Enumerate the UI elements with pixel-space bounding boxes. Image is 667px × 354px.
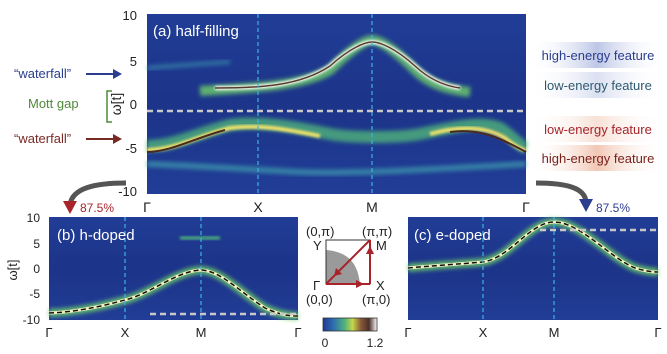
panel-a-ytick: 10 [123, 8, 137, 23]
panel-b-xtick: X [121, 325, 130, 340]
panel-a-plot [147, 14, 526, 194]
high-energy-top-label: high-energy feature [542, 48, 655, 63]
low-energy-bottom-bg [530, 116, 664, 142]
mott-gap-bracket [106, 90, 112, 123]
left-annotations: “waterfall” Mott gap “waterfall” [14, 66, 122, 146]
panel-a: (a) half-filling 10 5 0 -5 -10 ω[t] Γ X … [108, 8, 530, 215]
panel-b-ytick: 0 [33, 262, 40, 276]
hdoped-arrowhead [63, 201, 77, 214]
panel-a-xtick: Γ [143, 199, 151, 215]
panel-a-xtick: Γ [522, 199, 530, 215]
edoped-arrow [535, 180, 589, 203]
panel-c-xtick: Γ [404, 325, 411, 340]
low-energy-top-bg [530, 72, 664, 98]
hdoped-arrow [67, 180, 127, 206]
panel-c-xtick: X [479, 325, 488, 340]
panel-c-xtick: Γ [654, 325, 661, 340]
panel-b-spectrum [48, 236, 299, 320]
panel-b: (b) h-doped 10 5 0 -5 -10 ω[t] Γ X M Γ [5, 211, 302, 340]
colorbar: 0 1.2 [322, 317, 384, 350]
hdoped-pct: 87.5% [80, 201, 114, 215]
mott-gap-label: Mott gap [28, 96, 79, 111]
bz-label-x: X [376, 278, 385, 293]
high-energy-bottom-bg [530, 145, 664, 171]
panel-b-xtick: Γ [294, 325, 301, 340]
panel-b-ytick: -10 [23, 313, 41, 327]
panel-c-xaxis: Γ X M Γ [404, 325, 661, 340]
high-energy-bottom-label: high-energy feature [542, 151, 655, 166]
panel-b-ytick: 10 [27, 211, 41, 225]
bz-corner-0-0: (0,0) [306, 292, 333, 307]
panel-b-xtick: M [196, 325, 207, 340]
colorbar-min: 0 [322, 336, 329, 350]
colorbar-max: 1.2 [367, 336, 384, 350]
bz-corner-0-pi: (0,π) [306, 224, 334, 239]
bz-path-mg [325, 239, 371, 285]
panel-a-ytick: 0 [130, 97, 137, 112]
panel-b-ytick: 5 [33, 237, 40, 251]
panel-a-ytick: -5 [125, 141, 137, 156]
panel-c-xtick: M [549, 325, 560, 340]
bz-corner-pi-pi: (π,π) [362, 224, 392, 239]
edoped-arrowhead [579, 199, 593, 212]
panel-b-ylabel: ω[t] [5, 260, 20, 281]
panel-c-spectrum [407, 217, 659, 302]
panel-b-ytick: -5 [29, 287, 40, 301]
panel-a-xtick: M [366, 199, 378, 215]
panel-a-spectrum [146, 34, 529, 176]
panel-b-xtick: Γ [45, 325, 52, 340]
waterfall-bottom-arrowhead [113, 134, 122, 144]
waterfall-top-arrowhead [113, 69, 122, 79]
panel-b-title: (b) h-doped [57, 227, 135, 244]
high-energy-top-bg [530, 42, 664, 68]
right-annotations: high-energy feature low-energy feature l… [530, 42, 664, 171]
low-energy-bottom-label: low-energy feature [544, 122, 652, 137]
panel-b-yaxis: 10 5 0 -5 -10 [23, 211, 41, 327]
waterfall-top-label: “waterfall” [14, 66, 71, 81]
panel-c-title: (c) e-doped [414, 227, 491, 244]
edoped-pct: 87.5% [596, 201, 630, 215]
panel-a-title: (a) half-filling [153, 23, 239, 40]
low-energy-top-label: low-energy feature [544, 78, 652, 93]
panel-a-yaxis: 10 5 0 -5 -10 [118, 8, 137, 199]
colorbar-gradient [322, 317, 378, 332]
waterfall-bottom-label: “waterfall” [14, 131, 71, 146]
bz-corner-pi-0: (π,0) [362, 292, 390, 307]
doping-arrows: 87.5% 87.5% [63, 180, 630, 215]
panel-a-ytick: 5 [130, 54, 137, 69]
bz-inset: (0,π) (π,π) (0,0) (π,0) Y M Γ X [306, 224, 392, 307]
panel-a-xaxis: Γ X M Γ [143, 199, 530, 215]
bz-label-m: M [376, 238, 387, 253]
bz-label-y: Y [313, 238, 322, 253]
panel-b-xaxis: Γ X M Γ [45, 325, 301, 340]
panel-a-ylabel: ω[t] [108, 93, 124, 116]
panel-c: (c) e-doped Γ X M Γ [404, 217, 662, 340]
bz-label-gamma: Γ [313, 278, 320, 293]
panel-a-ytick: -10 [118, 184, 137, 199]
panel-a-xtick: X [253, 199, 263, 215]
